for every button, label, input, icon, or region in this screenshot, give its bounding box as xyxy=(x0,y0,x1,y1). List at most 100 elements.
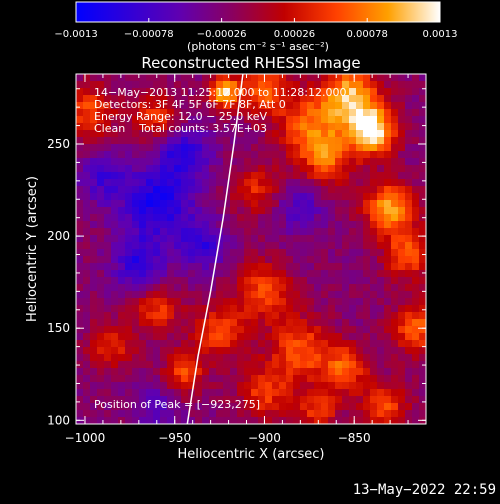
heatmap-cell xyxy=(419,172,426,180)
heatmap-cell xyxy=(279,158,287,166)
heatmap-cell xyxy=(181,123,189,131)
heatmap-cell xyxy=(153,228,161,236)
heatmap-cell xyxy=(244,144,252,152)
heatmap-cell xyxy=(209,340,217,348)
heatmap-cell xyxy=(223,158,231,166)
heatmap-cell xyxy=(104,151,112,159)
heatmap-cell xyxy=(370,410,378,418)
heatmap-cell xyxy=(342,417,350,424)
heatmap-cell xyxy=(76,74,84,82)
heatmap-cell xyxy=(202,284,210,292)
heatmap-cell xyxy=(377,305,385,313)
heatmap-cell xyxy=(216,88,224,96)
heatmap-cell xyxy=(405,116,413,124)
heatmap-cell xyxy=(209,249,217,257)
heatmap-cell xyxy=(307,354,315,362)
heatmap-cell xyxy=(104,333,112,341)
heatmap-cell xyxy=(181,158,189,166)
heatmap-cell xyxy=(244,347,252,355)
heatmap-cell xyxy=(272,95,280,103)
heatmap-cell xyxy=(146,242,154,250)
heatmap-cell xyxy=(391,102,399,110)
heatmap-cell xyxy=(230,333,238,341)
heatmap-cell xyxy=(223,88,231,96)
heatmap-cell xyxy=(335,130,343,138)
heatmap-cell xyxy=(90,375,98,383)
heatmap-cell xyxy=(265,151,273,159)
heatmap-cell xyxy=(153,361,161,369)
heatmap-cell xyxy=(230,389,238,397)
heatmap-cell xyxy=(160,109,168,117)
heatmap-cell xyxy=(202,263,210,271)
heatmap-cell xyxy=(377,95,385,103)
heatmap-cell xyxy=(307,123,315,131)
heatmap-cell xyxy=(146,291,154,299)
heatmap-cell xyxy=(90,417,98,424)
heatmap-cell xyxy=(181,417,189,424)
heatmap-cell xyxy=(209,151,217,159)
heatmap-cell xyxy=(251,193,259,201)
heatmap-cell xyxy=(132,340,140,348)
heatmap-cell xyxy=(104,347,112,355)
heatmap-cell xyxy=(139,88,147,96)
heatmap-cell xyxy=(398,354,406,362)
heatmap-cell xyxy=(118,193,126,201)
heatmap-cell xyxy=(279,214,287,222)
heatmap-cell xyxy=(111,298,119,306)
heatmap-cell xyxy=(258,81,266,89)
heatmap-cell xyxy=(223,242,231,250)
heatmap-cell xyxy=(188,256,196,264)
heatmap-cell xyxy=(307,200,315,208)
heatmap-cell xyxy=(90,151,98,159)
heatmap-cell xyxy=(188,375,196,383)
heatmap-cell xyxy=(160,207,168,215)
heatmap-cell xyxy=(146,214,154,222)
heatmap-cell xyxy=(237,312,245,320)
heatmap-cell xyxy=(83,214,91,222)
heatmap-cell xyxy=(321,242,329,250)
heatmap-cell xyxy=(328,382,336,390)
heatmap-cell xyxy=(174,305,182,313)
heatmap-cell xyxy=(167,228,175,236)
heatmap-cell xyxy=(76,256,84,264)
heatmap-cell xyxy=(167,137,175,145)
heatmap-cell xyxy=(419,270,426,278)
heatmap-cell xyxy=(391,312,399,320)
heatmap-cell xyxy=(230,74,238,82)
heatmap-cell xyxy=(195,410,203,418)
heatmap-cell xyxy=(153,354,161,362)
heatmap-cell xyxy=(405,74,413,82)
heatmap-cell xyxy=(265,333,273,341)
heatmap-cell xyxy=(377,277,385,285)
heatmap-cell xyxy=(391,242,399,250)
heatmap-cell xyxy=(195,277,203,285)
heatmap-cell xyxy=(139,165,147,173)
heatmap-cell xyxy=(391,123,399,131)
heatmap-cell xyxy=(370,214,378,222)
heatmap-cell xyxy=(160,270,168,278)
heatmap-cell xyxy=(209,368,217,376)
heatmap-cell xyxy=(90,242,98,250)
heatmap-cell xyxy=(370,186,378,194)
x-tick-label: −950 xyxy=(158,431,191,445)
heatmap-cell xyxy=(335,284,343,292)
heatmap-cell xyxy=(314,88,322,96)
heatmap-cell xyxy=(132,368,140,376)
heatmap-cell xyxy=(153,389,161,397)
heatmap-cell xyxy=(328,368,336,376)
heatmap-cell xyxy=(272,144,280,152)
heatmap-cell xyxy=(272,81,280,89)
heatmap-cell xyxy=(286,214,294,222)
heatmap-cell xyxy=(349,354,357,362)
heatmap-cell xyxy=(272,193,280,201)
heatmap-cell xyxy=(258,214,266,222)
heatmap-cell xyxy=(160,263,168,271)
heatmap-cell xyxy=(160,74,168,82)
heatmap-cell xyxy=(342,74,350,82)
heatmap-cell xyxy=(132,242,140,250)
heatmap-cell xyxy=(139,186,147,194)
heatmap-cell xyxy=(223,228,231,236)
heatmap-cell xyxy=(405,109,413,117)
heatmap-cell xyxy=(300,410,308,418)
heatmap-cell xyxy=(97,151,105,159)
